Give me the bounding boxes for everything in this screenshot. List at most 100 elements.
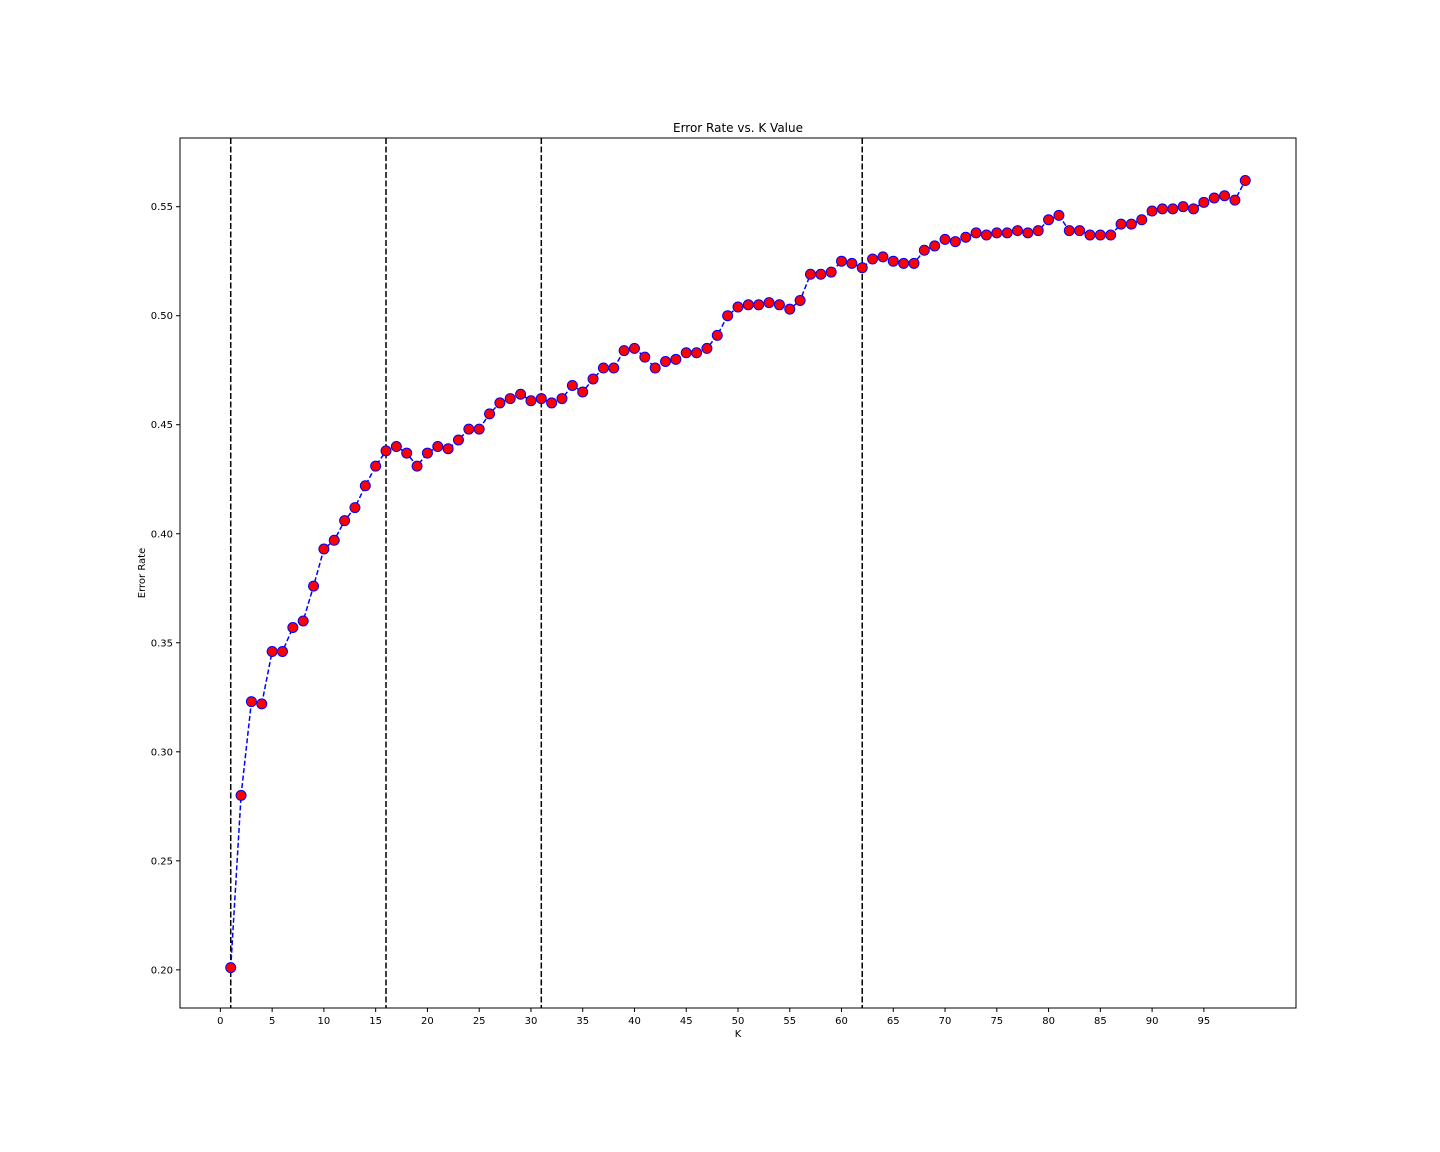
data-point	[297, 615, 309, 627]
data-point	[225, 962, 237, 974]
data-point	[1125, 218, 1137, 230]
data-point	[836, 255, 848, 267]
data-point	[980, 229, 992, 241]
data-point	[1219, 190, 1231, 202]
data-point	[318, 543, 330, 555]
y-tick-label: 0.35	[151, 638, 173, 649]
x-tick-label: 85	[1094, 1016, 1107, 1027]
data-point	[908, 257, 920, 269]
data-point	[546, 397, 558, 409]
x-tick-label: 35	[576, 1016, 589, 1027]
y-axis-label: Error Rate	[137, 548, 148, 598]
data-point	[535, 393, 547, 405]
data-point	[587, 373, 599, 385]
data-point	[380, 445, 392, 457]
data-point	[670, 353, 682, 365]
data-point	[597, 362, 609, 374]
y-tick-label: 0.25	[151, 856, 173, 867]
data-point	[1105, 229, 1117, 241]
data-point	[711, 329, 723, 341]
x-tick-label: 55	[783, 1016, 796, 1027]
data-point	[1146, 205, 1158, 217]
data-point	[722, 310, 734, 322]
data-point	[245, 696, 257, 708]
data-point	[1063, 225, 1075, 237]
data-point	[566, 379, 578, 391]
data-point	[577, 386, 589, 398]
plot-area: 0 5 10 15 20 25 30 35 40 45 50 55 60 65 70 75 80 85 90 95 0.…	[151, 137, 1297, 1027]
x-tick-label: 50	[732, 1016, 745, 1027]
data-point	[815, 268, 827, 280]
x-tick-label: 95	[1197, 1016, 1210, 1027]
x-tick-label: 10	[318, 1016, 331, 1027]
x-tick-label: 5	[269, 1016, 275, 1027]
data-point	[1094, 229, 1106, 241]
data-point	[1156, 203, 1168, 215]
y-tick-label: 0.40	[151, 529, 173, 540]
data-point	[794, 294, 806, 306]
data-point	[929, 240, 941, 252]
y-tick-label: 0.55	[151, 202, 173, 213]
data-point	[618, 345, 630, 357]
data-point	[639, 351, 651, 363]
data-point	[939, 233, 951, 245]
x-tick-label: 45	[680, 1016, 693, 1027]
data-point	[918, 244, 930, 256]
data-point	[753, 299, 765, 311]
data-point	[742, 299, 754, 311]
data-point	[1229, 194, 1241, 206]
data-point	[628, 342, 640, 354]
data-point	[949, 236, 961, 248]
data-point	[1239, 175, 1251, 187]
data-point	[763, 297, 775, 309]
data-point	[515, 388, 527, 400]
data-point	[1084, 229, 1096, 241]
data-point	[691, 347, 703, 359]
data-point	[1198, 196, 1210, 208]
x-tick-label: 75	[990, 1016, 1003, 1027]
x-tick-label: 65	[887, 1016, 900, 1027]
data-point	[856, 262, 868, 274]
data-point	[732, 301, 744, 313]
x-tick-label: 25	[473, 1016, 486, 1027]
x-axis-label: K	[735, 1029, 742, 1040]
data-point	[991, 227, 1003, 239]
data-point	[1032, 225, 1044, 237]
data-point	[680, 347, 692, 359]
x-tick-label: 20	[421, 1016, 434, 1027]
data-point	[867, 253, 879, 265]
data-point	[235, 789, 247, 801]
chart-title: Error Rate vs. K Value	[673, 121, 803, 135]
data-point	[432, 441, 444, 453]
data-point	[1053, 209, 1065, 221]
data-point	[473, 423, 485, 435]
data-point	[276, 645, 288, 657]
x-tick-label: 0	[217, 1016, 223, 1027]
data-point	[256, 698, 268, 710]
data-point	[411, 460, 423, 472]
data-point	[898, 257, 910, 269]
y-tick-label: 0.50	[151, 311, 173, 322]
data-point	[339, 515, 351, 527]
data-point	[608, 362, 620, 374]
data-point	[1001, 227, 1013, 239]
data-point	[370, 460, 382, 472]
data-point	[1188, 203, 1200, 215]
data-point	[804, 268, 816, 280]
data-point	[349, 502, 361, 514]
y-tick-label: 0.30	[151, 747, 173, 758]
x-tick-label: 30	[525, 1016, 538, 1027]
data-point	[556, 393, 568, 405]
y-tick-label: 0.20	[151, 965, 173, 976]
data-point	[1115, 218, 1127, 230]
data-point	[494, 397, 506, 409]
data-point	[649, 362, 661, 374]
data-point	[308, 580, 320, 592]
data-point	[846, 257, 858, 269]
data-point	[701, 342, 713, 354]
x-tick-label: 60	[835, 1016, 848, 1027]
data-point	[359, 480, 371, 492]
data-point	[1167, 203, 1179, 215]
